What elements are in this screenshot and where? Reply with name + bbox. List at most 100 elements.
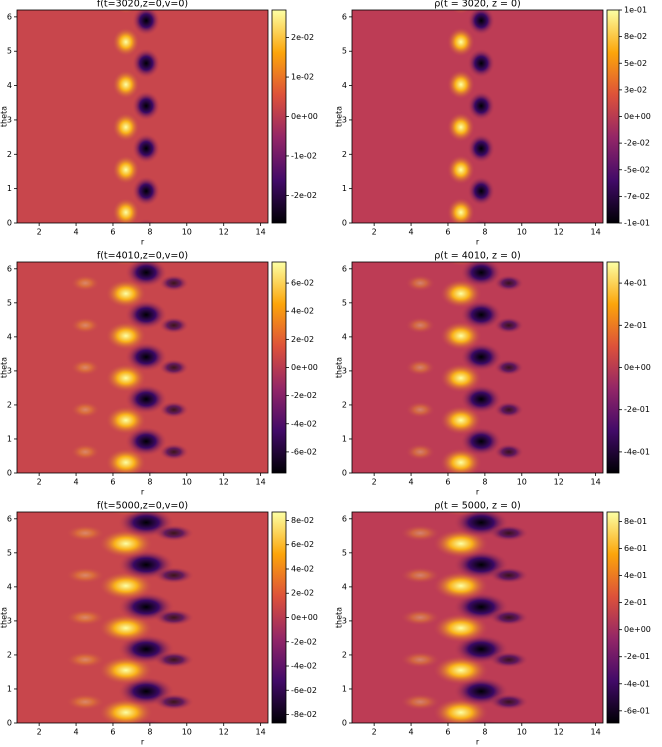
- panel-title: f(t=3020,z=0,v=0): [97, 0, 188, 10]
- blob-cold: [493, 316, 524, 334]
- panel-title: ρ(t = 4010, z = 0): [434, 251, 520, 262]
- blob-hot: [400, 566, 441, 584]
- y-axis-label: theta: [335, 357, 344, 378]
- blob-hot: [65, 609, 106, 626]
- x-tick-label: 8: [482, 728, 487, 737]
- colorbar-tick-label: 2e-02: [291, 589, 314, 598]
- heatmap-image: [352, 262, 603, 473]
- y-tick-label: 6: [342, 12, 347, 21]
- colorbar-tick-label: -2e-02: [291, 391, 317, 400]
- colorbar-tick-label: -5e-02: [624, 165, 650, 174]
- blob-hot: [439, 321, 482, 351]
- x-tick-label: 12: [219, 728, 229, 737]
- y-axis-label: theta: [0, 607, 9, 628]
- x-tick-label: 4: [74, 728, 79, 737]
- blob-cold: [493, 359, 524, 376]
- blob-cold: [493, 443, 524, 461]
- x-tick-label: 14: [591, 728, 601, 737]
- x-tick-label: 4: [74, 478, 79, 487]
- colorbar-tick-label: -7e-02: [624, 192, 650, 201]
- x-axis-label: r: [141, 738, 145, 747]
- y-tick-label: 4: [7, 81, 12, 90]
- y-tick-label: 4: [342, 81, 347, 90]
- y-axis-label: theta: [335, 106, 344, 127]
- blob-hot: [65, 482, 105, 499]
- y-tick-label: 3: [7, 366, 12, 375]
- blob-cold: [488, 693, 529, 711]
- blob-cold: [158, 274, 189, 292]
- blob-hot: [400, 736, 440, 747]
- x-tick-label: 10: [517, 478, 527, 487]
- x-axis-label: r: [141, 238, 145, 247]
- x-tick-label: 4: [409, 228, 414, 237]
- y-tick-label: 5: [7, 298, 12, 307]
- blob-hot: [98, 740, 154, 747]
- colorbar-tick-label: -8e-02: [291, 710, 317, 719]
- blob-hot: [439, 278, 482, 309]
- y-tick-label: 0: [342, 219, 347, 228]
- blob-hot: [405, 316, 436, 334]
- blob-hot: [439, 405, 482, 436]
- y-axis-label: theta: [335, 607, 344, 628]
- y-tick-label: 1: [7, 184, 12, 193]
- colorbar-tick-label: -4e-02: [291, 419, 317, 428]
- blob-hot: [116, 10, 136, 15]
- x-tick-label: 12: [554, 478, 564, 487]
- blob-hot: [65, 566, 106, 584]
- blob-cold: [158, 401, 189, 419]
- y-tick-label: 3: [342, 366, 347, 375]
- colorbar-tick-label: 0e+00: [624, 625, 651, 634]
- blob-cold: [467, 90, 496, 121]
- colorbar-tick-label: -6e-02: [291, 447, 317, 456]
- colorbar-tick-label: 6e-01: [624, 544, 647, 553]
- x-tick-label: 4: [409, 728, 414, 737]
- x-tick-label: 10: [182, 228, 192, 237]
- blob-hot: [104, 321, 147, 351]
- x-tick-label: 4: [74, 228, 79, 237]
- heatmap-image: [352, 512, 603, 747]
- blob-hot: [65, 651, 106, 669]
- blob-cold: [493, 401, 524, 419]
- blob-cold: [467, 176, 496, 206]
- blob-cold: [467, 10, 496, 36]
- y-tick-label: 5: [342, 548, 347, 557]
- colorbar-tick-label: -2e-01: [624, 405, 650, 414]
- blob-cold: [158, 359, 189, 376]
- blob-hot: [104, 363, 147, 393]
- blob-cold: [153, 609, 194, 626]
- blob-cold: [471, 218, 491, 223]
- y-tick-label: 0: [7, 469, 12, 478]
- blob-hot: [111, 197, 140, 223]
- y-tick-label: 3: [342, 115, 347, 124]
- x-tick-label: 14: [256, 728, 266, 737]
- y-tick-label: 3: [7, 616, 12, 625]
- panel-title: ρ(t = 5000, z = 0): [434, 501, 520, 512]
- x-tick-label: 2: [372, 228, 377, 237]
- y-tick-label: 2: [342, 650, 347, 659]
- blob-cold: [136, 218, 156, 223]
- y-tick-label: 5: [7, 47, 12, 56]
- colorbar-tick-label: 0e+00: [291, 112, 318, 121]
- blob-hot: [400, 609, 441, 626]
- blob-hot: [446, 69, 475, 100]
- colorbar-tick-label: 2e-01: [624, 321, 647, 330]
- colorbar-tick-label: 2e-02: [291, 33, 314, 42]
- blob-hot: [400, 651, 441, 669]
- blob-hot: [446, 262, 476, 267]
- blob-cold: [153, 693, 194, 711]
- x-tick-label: 6: [110, 228, 115, 237]
- y-tick-label: 6: [7, 514, 12, 523]
- colorbar-tick-label: 8e-02: [291, 516, 314, 525]
- colorbar-tick-label: 8e-02: [624, 32, 647, 41]
- y-tick-label: 4: [342, 582, 347, 591]
- y-axis-label: theta: [0, 357, 9, 378]
- colorbar: [606, 261, 620, 474]
- x-tick-label: 6: [445, 728, 450, 737]
- colorbar: [606, 9, 620, 224]
- x-tick-label: 8: [482, 478, 487, 487]
- panel-title: ρ(t = 3020, z = 0): [434, 0, 520, 10]
- colorbar: [271, 9, 287, 224]
- colorbar: [271, 511, 287, 724]
- x-tick-label: 2: [372, 478, 377, 487]
